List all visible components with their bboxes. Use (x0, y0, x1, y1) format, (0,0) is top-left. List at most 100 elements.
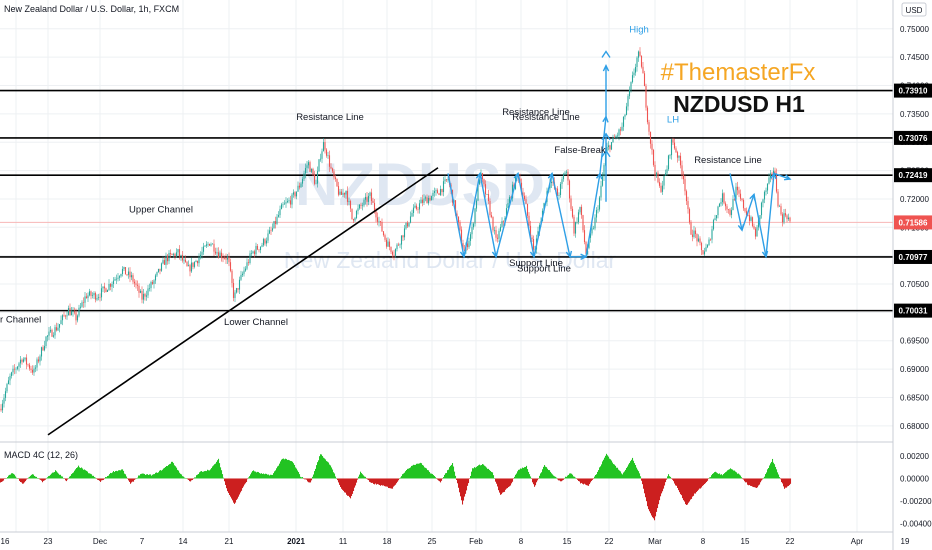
candle-body[interactable] (40, 347, 43, 357)
candle-body[interactable] (270, 230, 272, 231)
candle-body[interactable] (711, 229, 713, 240)
zigzag-segment[interactable] (463, 173, 481, 257)
candle-body[interactable] (199, 254, 202, 258)
candle-body[interactable] (114, 279, 116, 281)
candle-body[interactable] (462, 243, 464, 250)
candle-body[interactable] (328, 155, 331, 167)
candle-body[interactable] (697, 238, 700, 242)
candle-body[interactable] (672, 139, 674, 143)
candle-body[interactable] (631, 75, 634, 83)
candle-body[interactable] (334, 177, 337, 179)
zigzag-segment[interactable] (741, 194, 755, 231)
candle-body[interactable] (768, 177, 770, 184)
candle-body[interactable] (369, 192, 371, 196)
candle-body[interactable] (589, 233, 592, 238)
price-candles[interactable] (0, 47, 791, 413)
candle-body[interactable] (522, 192, 524, 196)
candle-body[interactable] (267, 233, 269, 241)
candle-body[interactable] (97, 297, 100, 299)
candle-body[interactable] (1, 403, 4, 411)
candle-body[interactable] (321, 151, 323, 159)
candle-body[interactable] (646, 107, 649, 123)
candle-body[interactable] (52, 335, 55, 337)
candle-body[interactable] (295, 191, 298, 197)
candle-body[interactable] (108, 284, 110, 290)
candle-body[interactable] (193, 261, 196, 267)
candle-body[interactable] (187, 265, 190, 267)
candle-body[interactable] (15, 368, 17, 370)
candle-body[interactable] (543, 203, 545, 211)
candle-body[interactable] (66, 315, 68, 317)
candle-body[interactable] (276, 216, 278, 224)
candle-body[interactable] (297, 185, 299, 192)
candle-body[interactable] (168, 252, 170, 262)
candle-body[interactable] (229, 262, 232, 271)
candle-body[interactable] (502, 220, 505, 222)
candle-body[interactable] (150, 282, 152, 289)
candle-body[interactable] (219, 252, 221, 258)
candle-body[interactable] (760, 202, 763, 216)
candle-body[interactable] (552, 181, 554, 183)
candle-body[interactable] (568, 180, 571, 199)
candle-body[interactable] (475, 200, 478, 209)
candle-body[interactable] (439, 189, 442, 195)
candle-body[interactable] (489, 200, 491, 216)
candle-body[interactable] (622, 116, 625, 127)
candle-body[interactable] (579, 206, 581, 213)
candle-body[interactable] (454, 200, 457, 214)
candle-body[interactable] (175, 252, 178, 257)
candle-body[interactable] (583, 230, 586, 242)
candle-body[interactable] (243, 270, 245, 274)
candle-body[interactable] (349, 201, 352, 209)
candle-body[interactable] (333, 171, 335, 178)
candle-body[interactable] (637, 51, 640, 58)
candle-body[interactable] (507, 203, 509, 209)
candle-body[interactable] (444, 179, 446, 182)
candle-body[interactable] (201, 251, 203, 255)
candle-body[interactable] (183, 259, 185, 261)
candle-body[interactable] (492, 216, 494, 231)
candle-body[interactable] (300, 183, 302, 188)
time-axis[interactable]: 16 23 Dec 7 14 21 2021 11 18 25 Feb 8 15 22 Mar 8 15 22 Ap… (1, 537, 910, 546)
candle-body[interactable] (51, 329, 53, 337)
candle-body[interactable] (142, 293, 145, 300)
candle-body[interactable] (400, 235, 403, 245)
candle-body[interactable] (493, 230, 496, 231)
candle-body[interactable] (388, 241, 391, 247)
candle-body[interactable] (469, 234, 472, 241)
candle-body[interactable] (177, 249, 179, 253)
candle-body[interactable] (718, 203, 721, 207)
candle-body[interactable] (319, 158, 322, 160)
zigzag-segment[interactable] (599, 116, 607, 174)
candle-body[interactable] (367, 195, 370, 202)
candle-body[interactable] (255, 246, 257, 255)
candle-body[interactable] (426, 197, 428, 204)
candle-body[interactable] (379, 221, 382, 223)
candle-body[interactable] (666, 169, 668, 174)
candle-body[interactable] (313, 174, 316, 184)
candle-body[interactable] (694, 230, 697, 234)
candle-body[interactable] (195, 260, 197, 262)
candle-body[interactable] (117, 277, 119, 279)
candle-body[interactable] (31, 369, 34, 373)
candle-body[interactable] (132, 275, 134, 282)
candle-body[interactable] (625, 106, 628, 115)
candle-body[interactable] (58, 324, 61, 328)
candle-body[interactable] (775, 173, 778, 192)
candle-body[interactable] (726, 206, 728, 210)
candle-body[interactable] (715, 215, 718, 219)
candle-body[interactable] (508, 197, 511, 204)
candle-body[interactable] (486, 194, 488, 195)
candle-body[interactable] (724, 203, 727, 207)
candle-body[interactable] (757, 219, 760, 228)
candle-body[interactable] (354, 217, 356, 221)
candle-body[interactable] (109, 284, 112, 287)
candle-body[interactable] (298, 185, 301, 188)
candle-body[interactable] (748, 215, 751, 221)
candle-body[interactable] (162, 260, 164, 264)
candle-body[interactable] (609, 145, 611, 150)
candle-body[interactable] (112, 280, 115, 284)
candle-body[interactable] (91, 295, 94, 296)
candle-body[interactable] (735, 186, 737, 200)
candle-body[interactable] (232, 283, 235, 298)
